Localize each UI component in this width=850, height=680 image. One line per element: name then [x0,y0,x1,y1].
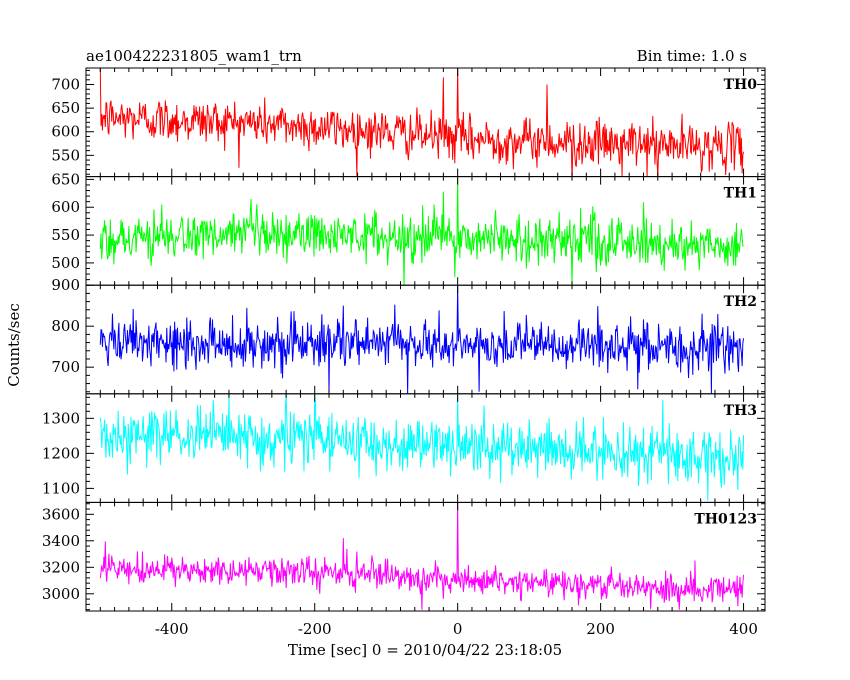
y-tick-label: 600 [51,198,80,216]
panel-label-th0: TH0 [724,77,758,93]
y-tick-label: 800 [51,317,80,335]
y-tick-label: 3600 [42,505,80,523]
y-tick-label: 1100 [42,479,80,497]
series-th0 [99,68,745,177]
y-tick-label: 3000 [42,585,80,603]
x-tick-label: 400 [729,620,758,638]
y-tick-label: 3400 [42,532,80,550]
series-th1 [99,176,744,286]
y-tick-label: 500 [51,254,80,272]
panel-label-th2: TH2 [724,294,757,310]
y-tick-label: 650 [51,99,80,117]
y-tick-label: 650 [51,170,80,188]
x-tick-label: 200 [586,620,615,638]
x-tick-label: 0 [453,620,463,638]
x-tick-label: -400 [155,620,189,638]
y-tick-label: 3200 [42,558,80,576]
source-name: ae100422231805_wam1_trn [86,47,302,65]
y-tick-label: 700 [51,358,80,376]
y-tick-label: 1200 [42,444,80,462]
x-tick-label: -200 [298,620,332,638]
panels-group: 550 600 650 700 TH0 500 550 600 650 TH1 700 800 900 T… [42,67,766,638]
y-tick-label: 900 [51,276,80,294]
y-tick-label: 1300 [42,409,80,427]
y-tick-label: 600 [51,123,80,141]
panel-frame [85,501,766,612]
y-axis-label: Counts/sec [5,303,23,387]
series-th3 [99,393,745,501]
y-tick-label: 550 [51,226,80,244]
bin-time: Bin time: 1.0 s [637,47,747,65]
series-th0123 [99,502,745,610]
panel-label-th3: TH3 [724,403,757,419]
series-th2 [99,285,745,394]
panel-label-th0123: TH0123 [694,511,757,527]
y-tick-label: 700 [51,76,80,94]
y-tick-label: 550 [51,146,80,164]
panel-label-th1: TH1 [724,186,757,202]
x-axis-label: Time [sec] 0 = 2010/04/22 23:18:05 [288,641,562,659]
